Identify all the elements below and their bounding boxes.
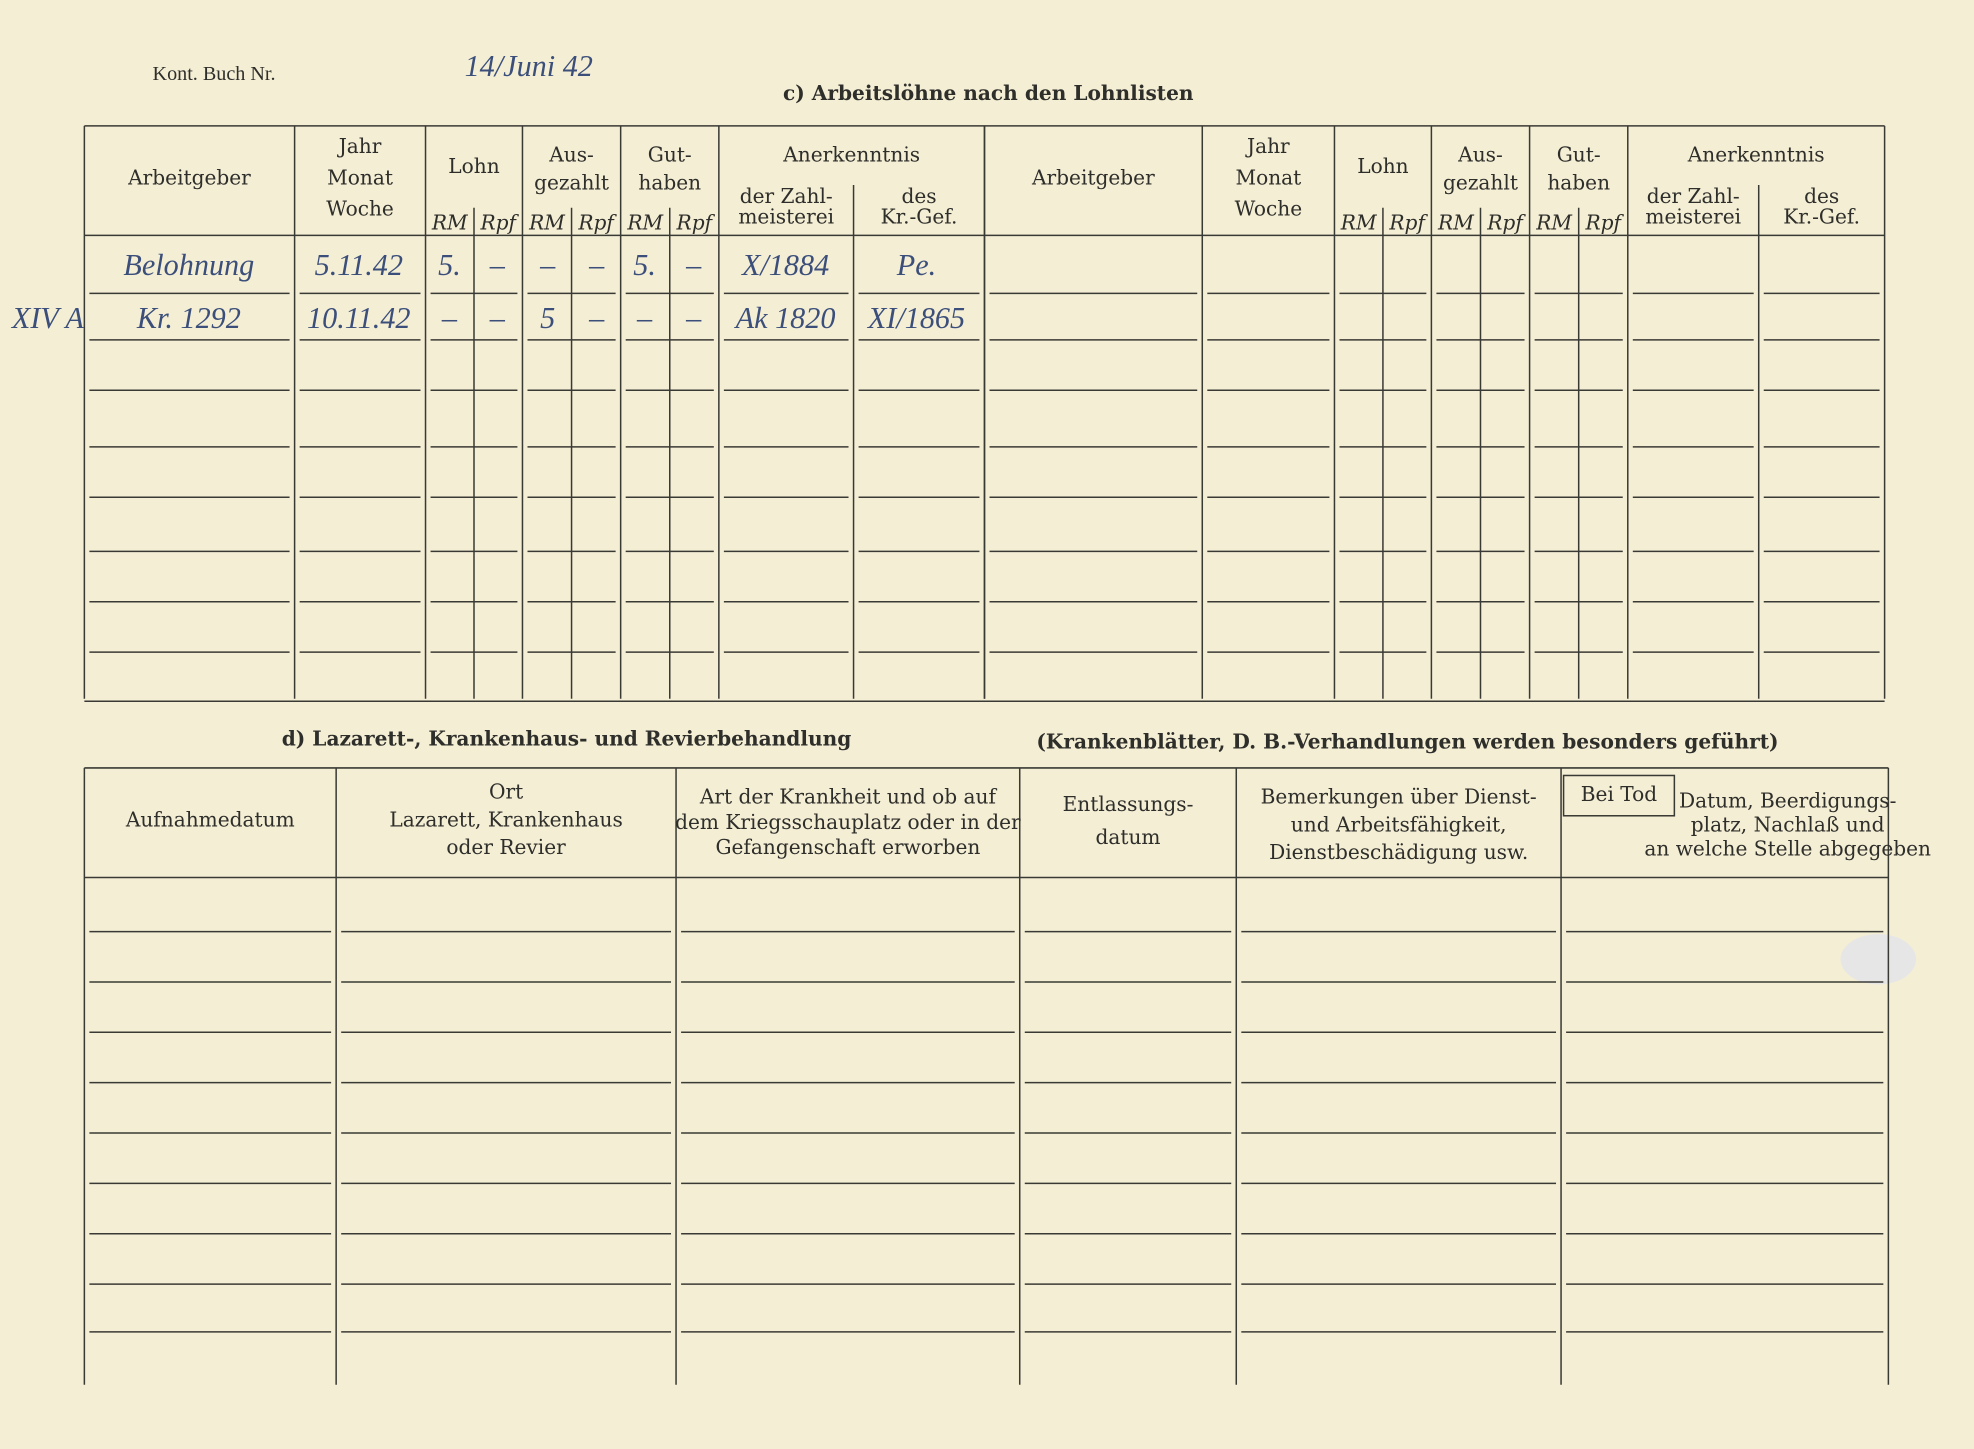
handwritten-entry: 5. [438, 248, 461, 282]
section-title: d) Lazarett-, Krankenhaus- und Revierbeh… [282, 727, 852, 751]
header-paid: gezahlt [1443, 170, 1518, 194]
header-credit: haben [638, 170, 701, 194]
column-header: platz, Nachlaß und [1691, 812, 1885, 836]
header-paymaster: meisterei [738, 204, 834, 228]
handwritten-entry: X/1884 [741, 248, 829, 282]
column-header: Gefangenschaft erworben [715, 835, 980, 859]
handwritten-entry: – [636, 301, 653, 335]
stamp-label: Kont. Buch Nr. [153, 63, 276, 85]
handwritten-entry: XI/1865 [867, 301, 965, 335]
header-rpf: Rpf [479, 211, 519, 235]
header-camp: Kr.-Gef. [1783, 204, 1860, 228]
header-wage: Lohn [448, 154, 499, 178]
handwritten-entry: – [685, 248, 702, 282]
handwritten-entry: – [489, 301, 506, 335]
handwritten-entry: – [441, 301, 458, 335]
column-header: Datum, Beerdigungs- [1679, 788, 1896, 812]
section-subtitle: (Krankenblätter, D. B.-Verhandlungen wer… [1036, 729, 1778, 753]
handwritten-entry: Ak 1820 [734, 301, 836, 335]
header-period: Woche [326, 197, 394, 221]
margin-note: XIV A [11, 301, 84, 335]
header-rm: RM [1535, 211, 1573, 235]
header-employer: Arbeitgeber [1031, 165, 1155, 189]
handwritten-entry: – [685, 301, 702, 335]
header-credit: haben [1547, 170, 1610, 194]
column-header: Lazarett, Krankenhaus [389, 807, 622, 831]
header-period: Woche [1235, 197, 1303, 221]
column-header: dem Kriegsschauplatz oder in der [675, 810, 1021, 834]
column-header: Art der Krankheit und ob auf [699, 785, 998, 809]
header-rm: RM [1437, 211, 1475, 235]
handwritten-entry: Pe. [896, 248, 936, 282]
handwritten-entry: Belohnung [123, 248, 254, 282]
handwritten-entry: – [588, 301, 605, 335]
column-header: an welche Stelle abgegeben [1644, 836, 1931, 860]
punch-hole [1840, 934, 1917, 985]
header-acknowledgement: Anerkenntnis [1687, 143, 1825, 167]
header-camp: Kr.-Gef. [881, 204, 958, 228]
header-rpf: Rpf [577, 211, 617, 235]
death-box [1562, 774, 1676, 817]
header-paid: gezahlt [534, 170, 609, 194]
handwritten-entry: – [539, 248, 556, 282]
column-header: Bemerkungen über Dienst- [1261, 785, 1537, 809]
handwritten-entry: 10.11.42 [307, 301, 410, 335]
header-paid: Aus- [1457, 143, 1503, 167]
header-camp: des [901, 184, 936, 208]
header-paymaster: der Zahl- [740, 184, 833, 208]
column-header: Aufnahmedatum [125, 807, 295, 831]
header-credit: Gut- [1557, 143, 1601, 167]
handwritten-entry: 5 [540, 301, 555, 335]
column-header: und Arbeitsfähigkeit, [1291, 812, 1507, 836]
header-period: Jahr [1245, 134, 1290, 158]
header-paid: Aus- [548, 143, 594, 167]
column-header: Ort [489, 780, 523, 804]
stamp-handwritten: 14/Juni 42 [465, 49, 593, 83]
header-paymaster: der Zahl- [1647, 184, 1740, 208]
header-camp: des [1804, 184, 1839, 208]
header-credit: Gut- [648, 143, 692, 167]
header-rpf: Rpf [1388, 211, 1428, 235]
header-rpf: Rpf [1584, 211, 1624, 235]
column-header: Dienstbeschädigung usw. [1269, 840, 1528, 864]
header-rm: RM [626, 211, 664, 235]
column-header: datum [1095, 825, 1160, 849]
header-employer: Arbeitgeber [127, 165, 251, 189]
header-rpf: Rpf [1486, 211, 1526, 235]
header-period: Jahr [337, 134, 382, 158]
handwritten-entry: 5.11.42 [315, 248, 403, 282]
header-acknowledgement: Anerkenntnis [782, 143, 920, 167]
header-rpf: Rpf [676, 211, 716, 235]
header-period: Monat [327, 165, 393, 189]
death-label: Bei Tod [1581, 782, 1658, 806]
handwritten-entry: – [588, 248, 605, 282]
handwritten-entry: – [489, 248, 506, 282]
header-rm: RM [1340, 211, 1378, 235]
header-wage: Lohn [1357, 154, 1408, 178]
handwritten-entry: 5. [633, 248, 656, 282]
handwritten-entry: Kr. 1292 [136, 301, 241, 335]
column-header: oder Revier [446, 835, 566, 859]
header-period: Monat [1235, 165, 1301, 189]
header-paymaster: meisterei [1645, 204, 1741, 228]
header-rm: RM [431, 211, 469, 235]
column-header: Entlassungs- [1063, 792, 1194, 816]
section-title: c) Arbeitslöhne nach den Lohnlisten [783, 81, 1194, 105]
header-rm: RM [528, 211, 566, 235]
